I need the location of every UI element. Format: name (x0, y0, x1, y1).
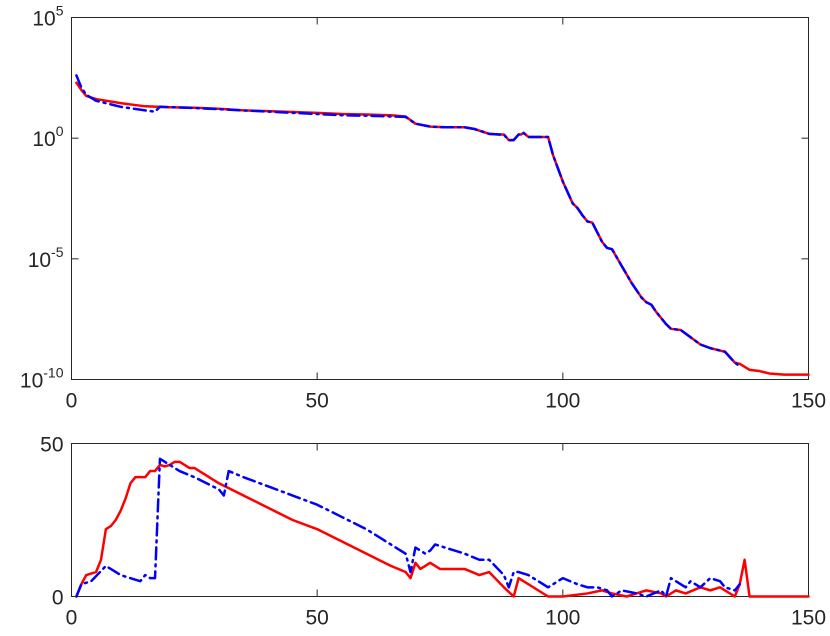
x-tick-label: 100 (545, 390, 580, 413)
y-tick-label: 10-5 (28, 244, 64, 272)
y-tick-exponent: 0 (56, 123, 64, 139)
y-tick-base: 10 (32, 128, 55, 151)
y-tick-label: 105 (32, 3, 63, 31)
x-tick-label: 150 (791, 390, 826, 413)
y-tick-exponent: -5 (51, 244, 64, 260)
y-tick-label: 100 (32, 123, 63, 151)
x-tick-label: 50 (305, 607, 328, 630)
y-tick-base: 10 (28, 249, 51, 272)
y-tick-base: 10 (32, 8, 55, 31)
bottom-axes-box (71, 443, 809, 597)
x-tick-label: 0 (66, 390, 78, 413)
x-tick-label: 100 (545, 607, 580, 630)
top-ticks (71, 17, 809, 380)
top-axes-box (71, 17, 809, 380)
bottom-y-tick-labels: 0 50 (40, 434, 63, 610)
chart-bottom: 0 50 100 150 0 50 (40, 434, 826, 630)
series-dashdot-line (75, 74, 741, 368)
x-tick-label: 0 (66, 607, 78, 630)
y-tick-label: 50 (40, 434, 63, 457)
y-tick-label: 10-10 (20, 365, 64, 393)
y-tick-exponent: -10 (43, 365, 63, 381)
bottom-ticks (71, 443, 809, 597)
x-tick-label: 150 (791, 607, 826, 630)
x-tick-label: 50 (305, 390, 328, 413)
series-solid-line (75, 460, 810, 598)
series-dashdot-line (75, 457, 741, 598)
y-tick-base: 10 (20, 370, 43, 393)
top-series (75, 74, 810, 376)
y-tick-label: 0 (52, 587, 64, 610)
bottom-series (75, 457, 810, 598)
top-x-tick-labels: 0 50 100 150 (66, 390, 826, 413)
y-tick-exponent: 5 (56, 3, 64, 19)
bottom-x-tick-labels: 0 50 100 150 (66, 607, 826, 630)
